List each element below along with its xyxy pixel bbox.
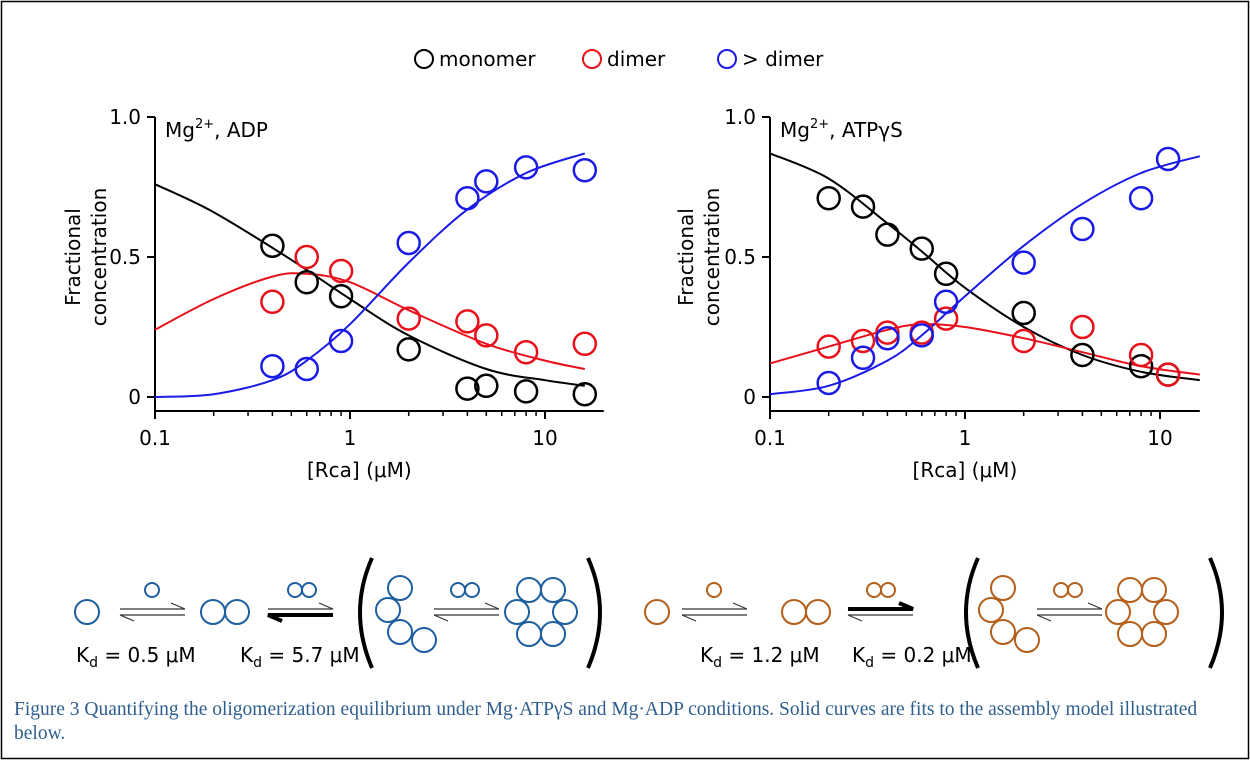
x-tick-label: 1	[959, 426, 972, 450]
kd-sub: d	[865, 655, 874, 671]
kd-rest: = 5.7 μM	[262, 643, 360, 667]
data-point	[398, 232, 420, 254]
y-axis-label: concentration	[87, 188, 111, 327]
data-point	[515, 156, 537, 178]
data-point	[1157, 148, 1179, 170]
legend-marker	[718, 50, 736, 68]
x-tick-label: 10	[532, 426, 557, 450]
kd-base: K	[700, 643, 714, 667]
data-point	[911, 238, 933, 260]
kd-base: K	[76, 643, 90, 667]
fit-curve	[770, 156, 1200, 394]
annotation-base: Mg	[165, 118, 195, 142]
kd-base: K	[240, 643, 254, 667]
data-point	[1071, 316, 1093, 338]
data-point	[1071, 218, 1093, 240]
x-tick-label: 0.1	[139, 426, 171, 450]
data-point	[515, 380, 537, 402]
x-tick-label: 0.1	[754, 426, 786, 450]
kd-label: Kd = 0.5 μM	[76, 643, 196, 671]
brackets-right	[966, 558, 1222, 668]
data-point	[515, 341, 537, 363]
x-axis-label: [Rca] (μM)	[913, 458, 1018, 482]
kd-label: Kd = 0.2 μM	[852, 643, 972, 671]
kd-sub: d	[713, 655, 722, 671]
x-tick-label: 1	[344, 426, 357, 450]
y-tick-label: 0.5	[724, 245, 756, 269]
kd-label: Kd = 5.7 μM	[240, 643, 360, 671]
fit-curve	[155, 184, 585, 386]
data-point	[398, 338, 420, 360]
data-point	[574, 383, 596, 405]
data-point	[296, 246, 318, 268]
data-point	[261, 235, 283, 257]
caption: Figure 3 Quantifying the oligomerization…	[14, 698, 1238, 746]
data-point	[475, 170, 497, 192]
equilibrium-arrows-left	[120, 603, 499, 621]
data-point	[852, 196, 874, 218]
data-point	[456, 310, 478, 332]
fit-curve	[770, 324, 1200, 375]
legend-marker	[583, 50, 601, 68]
data-point	[1130, 187, 1152, 209]
data-point	[876, 224, 898, 246]
data-point	[1013, 252, 1035, 274]
equilibrium-arrows-right	[682, 603, 1102, 621]
data-point	[261, 291, 283, 313]
legend-marker	[415, 50, 433, 68]
y-axis-label: concentration	[700, 188, 724, 327]
fit-curve	[155, 273, 585, 369]
annotation-base: Mg	[780, 118, 810, 142]
x-tick-label: 10	[1147, 426, 1172, 450]
data-point	[261, 355, 283, 377]
y-tick-label: 1.0	[109, 105, 141, 129]
data-point	[330, 285, 352, 307]
data-point	[574, 333, 596, 355]
panel-annotation: Mg2+, ATPγS	[780, 117, 903, 142]
data-point	[1013, 330, 1035, 352]
annotation-rest: , ADP	[214, 118, 268, 142]
y-tick-label: 0	[743, 385, 756, 409]
figure: monomerdimer> dimer 00.51.00.1110[Rca] (…	[0, 0, 1250, 760]
plots: 00.51.00.1110[Rca] (μM)Fractionalconcent…	[61, 105, 1200, 482]
brackets-left	[360, 558, 600, 668]
annotation-sup: 2+	[195, 117, 214, 132]
data-point	[1013, 302, 1035, 324]
data-point	[852, 347, 874, 369]
panel-annotation: Mg2+, ADP	[165, 117, 268, 142]
figure-canvas: monomerdimer> dimer 00.51.00.1110[Rca] (…	[0, 0, 1250, 760]
kd-rest: = 0.5 μM	[98, 643, 196, 667]
legend: monomer dimer > dimer	[415, 47, 824, 71]
data-point	[456, 187, 478, 209]
kd-base: K	[852, 643, 866, 667]
annotation-sup: 2+	[810, 117, 829, 132]
legend-label: monomer	[439, 47, 536, 71]
annotation-rest: , ATPγS	[829, 118, 903, 142]
y-axis-label: Fractional	[61, 208, 85, 306]
kd-sub: d	[89, 655, 98, 671]
y-axis-label: Fractional	[674, 208, 698, 306]
legend-label: dimer	[607, 47, 666, 71]
y-tick-label: 1.0	[724, 105, 756, 129]
data-point	[574, 159, 596, 181]
data-point	[935, 291, 957, 313]
kd-rest: = 0.2 μM	[874, 643, 972, 667]
y-tick-label: 0	[128, 385, 141, 409]
x-axis-label: [Rca] (μM)	[307, 458, 412, 482]
kd-rest: = 1.2 μM	[722, 643, 820, 667]
chart: 0 0.5 1.0 0.1 1 10 [Rca] (μM) Fractionalconcent…	[61, 105, 604, 482]
kd-sub: d	[253, 655, 262, 671]
kd-label: Kd = 1.2 μM	[700, 643, 820, 671]
diagram-right	[645, 576, 1178, 652]
y-tick-label: 0.5	[109, 245, 141, 269]
legend-label: > dimer	[742, 47, 824, 71]
data-point	[818, 187, 840, 209]
